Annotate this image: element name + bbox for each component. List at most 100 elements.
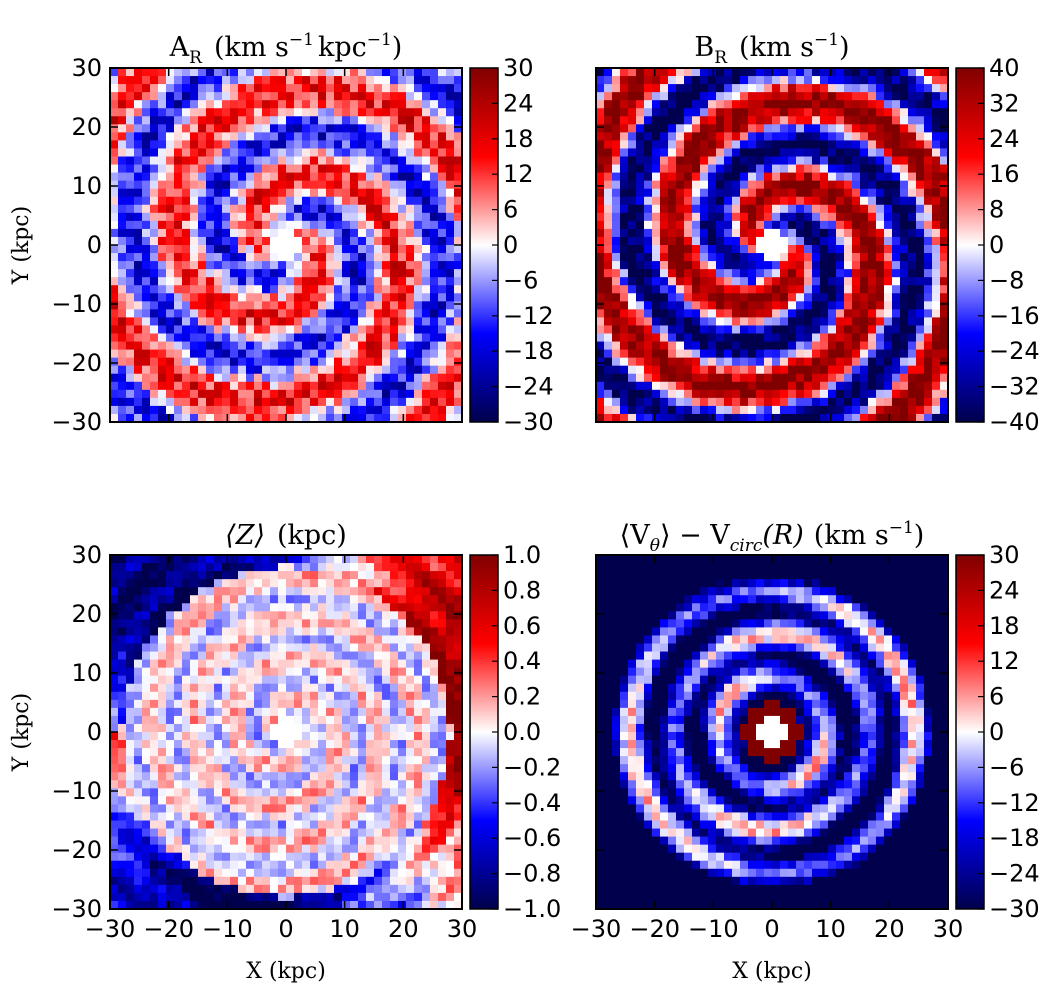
heatmap-cell: [134, 715, 143, 725]
heatmap-cell: [900, 325, 909, 334]
heatmap-cell: [676, 156, 685, 165]
heatmap-cell: [278, 764, 287, 773]
heatmap-cell: [652, 349, 661, 359]
heatmap-cell: [398, 188, 407, 198]
heatmap-cell: [230, 748, 239, 757]
heatmap-cell: [406, 349, 415, 359]
heatmap-cell: [438, 188, 447, 198]
heatmap-cell: [828, 269, 837, 278]
heatmap-cell: [868, 261, 877, 270]
heatmap-cell: [916, 413, 925, 423]
heatmap-cell: [214, 627, 223, 636]
heatmap-cell: [820, 301, 829, 310]
heatmap-cell: [198, 261, 207, 270]
heatmap-cell: [438, 68, 447, 77]
heatmap-cell: [294, 76, 303, 85]
heatmap-cell: [756, 349, 765, 359]
heatmap-cell: [764, 285, 773, 294]
heatmap-cell: [166, 748, 175, 757]
heatmap-cell: [126, 365, 135, 375]
heatmap-cell: [222, 571, 231, 580]
heatmap-cell: [230, 116, 239, 125]
heatmap-cell: [700, 196, 709, 206]
heatmap-cell: [198, 188, 207, 198]
heatmap-cell: [924, 108, 933, 117]
heatmap-cell: [668, 325, 677, 334]
heatmap-cell: [788, 212, 797, 222]
heatmap-cell: [620, 164, 629, 173]
heatmap-cell: [764, 108, 773, 117]
heatmap-cell: [174, 116, 183, 125]
heatmap-cell: [238, 413, 247, 423]
heatmap-cell: [134, 253, 143, 262]
heatmap-cell: [190, 748, 199, 757]
heatmap-cell: [398, 100, 407, 109]
heatmap-cell: [110, 828, 119, 837]
heatmap-cell: [446, 172, 455, 182]
heatmap-cell: [166, 196, 175, 206]
heatmap-cell: [238, 397, 247, 407]
heatmap-cell: [278, 868, 287, 878]
heatmap-cell: [190, 124, 199, 133]
heatmap-cell: [342, 357, 351, 367]
heatmap-cell: [636, 325, 645, 334]
heatmap-cell: [350, 92, 359, 101]
heatmap-cell: [374, 100, 383, 109]
heatmap-cell: [238, 723, 247, 733]
heatmap-cell: [190, 245, 199, 254]
heatmap-cell: [310, 100, 319, 109]
heatmap-cell: [892, 373, 901, 383]
heatmap-cell: [278, 884, 287, 894]
heatmap-cell: [732, 220, 741, 230]
heatmap-cell: [110, 100, 119, 109]
heatmap-cell: [206, 555, 215, 564]
heatmap-cell: [310, 164, 319, 173]
heatmap-cell: [182, 68, 191, 77]
heatmap-cell: [692, 301, 701, 310]
heatmap-cell: [796, 269, 805, 278]
heatmap-cell: [708, 164, 717, 173]
heatmap-cell: [812, 317, 821, 326]
heatmap-cell: [134, 236, 143, 246]
heatmap-cell: [286, 261, 295, 270]
heatmap-cell: [158, 852, 167, 862]
heatmap-cell: [748, 212, 757, 222]
heatmap-cell: [238, 389, 247, 399]
heatmap-cell: [366, 172, 375, 182]
heatmap-cell: [374, 413, 383, 423]
heatmap-cell: [214, 92, 223, 101]
heatmap-cell: [724, 220, 733, 230]
heatmap-cell: [110, 659, 119, 669]
heatmap-cell: [732, 317, 741, 326]
heatmap-cell: [382, 269, 391, 278]
heatmap-cell: [110, 627, 119, 636]
heatmap-cell: [270, 220, 279, 230]
heatmap-cell: [118, 619, 127, 628]
heatmap-cell: [230, 691, 239, 701]
heatmap-cell: [940, 285, 949, 294]
heatmap-cell: [716, 76, 725, 85]
heatmap-cell: [246, 253, 255, 262]
heatmap-cell: [398, 228, 407, 238]
heatmap-cell: [604, 325, 613, 334]
heatmap-cell: [596, 253, 605, 262]
heatmap-cell: [374, 76, 383, 85]
heatmap-cell: [612, 325, 621, 334]
heatmap-cell: [190, 756, 199, 765]
heatmap-cell: [636, 164, 645, 173]
heatmap-cell: [908, 373, 917, 383]
heatmap-cell: [438, 317, 447, 326]
heatmap-cell: [270, 571, 279, 580]
heatmap-cell: [150, 900, 159, 910]
heatmap-cell: [804, 341, 813, 350]
heatmap-cell: [206, 325, 215, 334]
heatmap-cell: [612, 76, 621, 85]
heatmap-cell: [182, 804, 191, 813]
heatmap-cell: [708, 76, 717, 85]
heatmap-cell: [620, 333, 629, 342]
heatmap-cell: [270, 108, 279, 117]
heatmap-cell: [430, 397, 439, 407]
heatmap-cell: [214, 180, 223, 190]
heatmap-cell: [884, 325, 893, 334]
heatmap-cell: [900, 389, 909, 399]
